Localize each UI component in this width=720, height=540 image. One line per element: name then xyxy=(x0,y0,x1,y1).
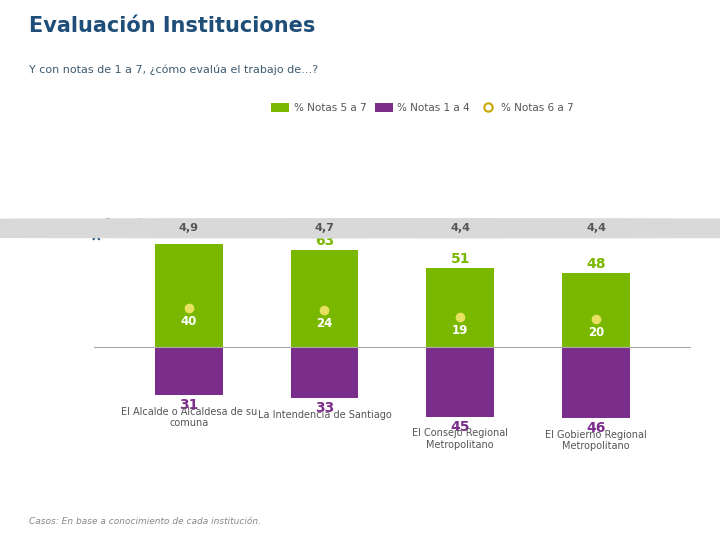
Bar xyxy=(291,250,359,347)
Bar xyxy=(426,347,494,416)
Bar xyxy=(562,347,630,418)
Text: 51: 51 xyxy=(451,252,470,266)
Circle shape xyxy=(0,219,720,238)
Text: 45: 45 xyxy=(451,420,470,434)
Text: 4,9: 4,9 xyxy=(179,224,199,233)
Text: 24: 24 xyxy=(316,317,333,330)
Bar xyxy=(155,244,222,347)
Text: La Intendencia de Santiago: La Intendencia de Santiago xyxy=(258,410,392,420)
Text: 20: 20 xyxy=(588,326,604,339)
Text: 4,4: 4,4 xyxy=(586,224,606,233)
Text: 4,7: 4,7 xyxy=(315,224,334,233)
Text: 33: 33 xyxy=(315,401,334,415)
Bar xyxy=(155,347,222,395)
Bar xyxy=(426,268,494,347)
Text: El Consejo Regional
Metropolitano: El Consejo Regional Metropolitano xyxy=(413,428,508,450)
Bar xyxy=(291,347,359,398)
Text: 46: 46 xyxy=(586,421,606,435)
Text: El Gobierno Regional
Metropolitano: El Gobierno Regional Metropolitano xyxy=(545,430,647,451)
Text: El Alcalde o Alcaldesa de su
comuna: El Alcalde o Alcaldesa de su comuna xyxy=(120,407,257,428)
Circle shape xyxy=(0,219,720,238)
Text: Promedio: Promedio xyxy=(104,219,147,227)
Bar xyxy=(562,273,630,347)
Text: 67: 67 xyxy=(179,227,198,241)
Circle shape xyxy=(0,219,720,238)
Text: 4,4: 4,4 xyxy=(450,224,470,233)
Text: Evaluación Instituciones: Evaluación Instituciones xyxy=(29,16,315,36)
Text: 40: 40 xyxy=(181,315,197,328)
Text: 48: 48 xyxy=(586,257,606,271)
Text: Casos: En base a conocimiento de cada institución.: Casos: En base a conocimiento de cada in… xyxy=(29,517,261,526)
Text: 63: 63 xyxy=(315,234,334,248)
Text: 31: 31 xyxy=(179,398,199,412)
Circle shape xyxy=(0,219,720,238)
Legend: % Notas 5 a 7, % Notas 1 a 4, % Notas 6 a 7: % Notas 5 a 7, % Notas 1 a 4, % Notas 6 … xyxy=(271,103,574,113)
Text: 19: 19 xyxy=(452,324,469,337)
Text: Y con notas de 1 a 7, ¿cómo evalúa el trabajo de…?: Y con notas de 1 a 7, ¿cómo evalúa el tr… xyxy=(29,65,318,75)
